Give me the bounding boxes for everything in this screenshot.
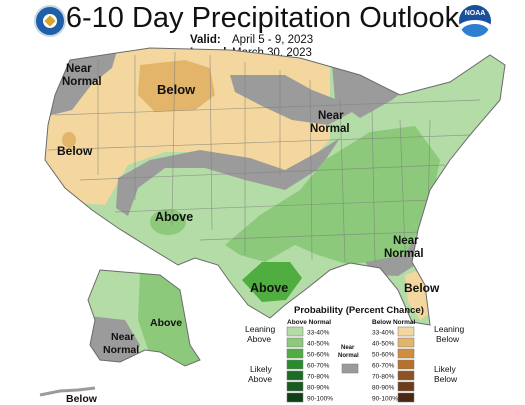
- below-montana-label: Below: [157, 82, 196, 97]
- above-southwest-label: Above: [155, 210, 193, 224]
- legend-below-scale: 33-40% 40-50% 50-60% 60-70% 70-80% 80-90% 90-1…: [372, 326, 415, 403]
- legend-below-swatch-4: [397, 359, 415, 370]
- legend-below-swatch-2: [397, 337, 415, 348]
- valid-value: April 5 - 9, 2023: [232, 34, 314, 46]
- below-aleutians-label: Below: [66, 393, 98, 405]
- legend-leaning-below: Leaning: [434, 324, 465, 334]
- near-normal-southeast-label-2: Normal: [384, 248, 424, 260]
- near-normal-midwest-label-2: Normal: [310, 123, 350, 135]
- near-normal-northwest-label-2: Normal: [62, 76, 102, 88]
- near-normal-alaska-label-2: Normal: [103, 344, 139, 356]
- legend-below-swatch-1: [397, 326, 415, 337]
- legend-above-scale: 33-40% 40-50% 50-60% 60-70% 70-80% 80-90% 90-1…: [286, 326, 333, 403]
- legend-above-range-5: 70-80%: [307, 374, 330, 381]
- legend-near-header-2: Normal: [338, 353, 359, 359]
- legend-above-range-4: 60-70%: [307, 363, 330, 370]
- legend-below-swatch-7: [397, 392, 415, 403]
- above-texas-label: Above: [250, 281, 288, 295]
- department-of-commerce-seal-icon: [34, 5, 66, 37]
- legend-below-range-4: 60-70%: [372, 363, 395, 370]
- legend-below-range-6: 80-90%: [372, 385, 395, 392]
- legend-leaning-above: Leaning: [245, 324, 276, 334]
- legend-likely-above: Likely: [250, 364, 272, 374]
- legend-below-header: Below Normal: [372, 319, 416, 326]
- legend-above-swatch-1: [286, 326, 304, 337]
- valid-label: Valid:: [190, 34, 221, 46]
- noaa-logo-text: NOAA: [464, 10, 486, 17]
- legend-below-swatch-5: [397, 370, 415, 381]
- legend-below-range-7: 90-100%: [372, 396, 398, 403]
- legend-above-swatch-6: [286, 381, 304, 392]
- legend-below-range-2: 40-50%: [372, 341, 395, 348]
- below-florida-label: Below: [404, 281, 440, 295]
- legend-above-range-3: 50-60%: [307, 352, 330, 359]
- legend-above-range-2: 40-50%: [307, 341, 330, 348]
- legend-likely-below: Likely: [434, 364, 456, 374]
- aleutian-islands: [39, 386, 96, 397]
- noaa-logo-icon: NOAA: [459, 5, 491, 37]
- legend-above-range-7: 90-100%: [307, 396, 333, 403]
- legend-below-swatch-3: [397, 348, 415, 359]
- legend-above-range-6: 80-90%: [307, 385, 330, 392]
- legend-below-range-3: 50-60%: [372, 352, 395, 359]
- near-normal-southeast-label: Near: [393, 235, 419, 247]
- legend-likely-above-2: Above: [248, 374, 272, 384]
- legend-above-swatch-2: [286, 337, 304, 348]
- above-alaska-label: Above: [150, 317, 182, 329]
- legend-below-range-5: 70-80%: [372, 374, 395, 381]
- alaska-outline: [87, 269, 201, 367]
- near-normal-midwest-label: Near: [318, 110, 344, 122]
- legend-above-header: Above Normal: [287, 319, 331, 326]
- map-title: 6-10 Day Precipitation Outlook: [65, 2, 460, 34]
- near-normal-alaska-label: Near: [111, 331, 134, 343]
- legend-above-swatch-7: [286, 392, 304, 403]
- conus-outline: [44, 47, 506, 326]
- legend-below-range-1: 33-40%: [372, 330, 395, 337]
- near-normal-northwest-label: Near: [66, 63, 92, 75]
- below-california-label: Below: [57, 144, 93, 158]
- legend-below-swatch-6: [397, 381, 415, 392]
- legend-title: Probability (Percent Chance): [294, 305, 424, 316]
- legend-above-swatch-4: [286, 359, 304, 370]
- legend-likely-below-2: Below: [434, 374, 458, 384]
- legend-above-swatch-3: [286, 348, 304, 359]
- legend-above-range-1: 33-40%: [307, 330, 330, 337]
- legend-near-swatch: [341, 363, 359, 374]
- legend: Probability (Percent Chance) Above Norma…: [245, 305, 465, 403]
- legend-leaning-below-2: Below: [436, 334, 460, 344]
- legend-leaning-above-2: Above: [247, 334, 271, 344]
- legend-above-swatch-5: [286, 370, 304, 381]
- legend-near-header: Near: [341, 345, 355, 351]
